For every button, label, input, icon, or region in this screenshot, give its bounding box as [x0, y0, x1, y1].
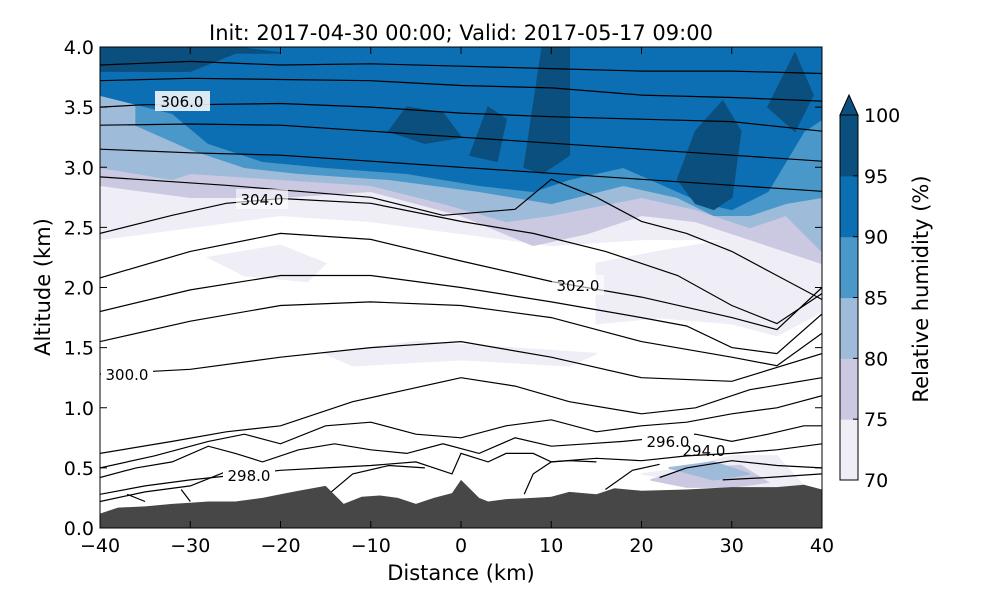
terrain [100, 479, 822, 528]
isentrope-line [100, 425, 822, 479]
y-tick-label: 2.0 [64, 278, 94, 300]
rh-region [468, 105, 507, 163]
y-tick-label: 3.0 [64, 157, 94, 179]
colorbar-tick-label: 75 [864, 409, 888, 431]
contour-label: 296.0 [647, 433, 690, 451]
contour-label: 298.0 [228, 467, 271, 485]
isentrope-line [722, 473, 822, 481]
isentrope-line [325, 464, 425, 498]
colorbar-extend-arrow [839, 93, 859, 116]
isentrope-line [100, 123, 822, 162]
rh-region [322, 340, 597, 367]
y-tick-label: 4.0 [64, 37, 94, 59]
colorbar-tick-label: 90 [864, 227, 888, 249]
contour-label: 302.0 [557, 277, 600, 295]
colorbar-segment [840, 358, 858, 420]
colorbar-segment [840, 297, 858, 359]
x-tick-label: −10 [351, 535, 391, 557]
x-tick-label: 30 [720, 535, 744, 557]
relative-humidity-field [100, 47, 822, 491]
colorbar-label: Relative humidity (%) [909, 175, 933, 402]
contour-label: 294.0 [683, 442, 726, 460]
x-tick-label: 0 [455, 535, 467, 557]
rh-region [100, 47, 822, 211]
y-tick-label: 3.5 [64, 97, 94, 119]
isentrope-line [605, 463, 660, 490]
colorbar-tick-label: 80 [864, 348, 888, 370]
y-tick-label: 0.0 [64, 518, 94, 540]
isentrope-line [100, 232, 822, 331]
isentrope-line [100, 301, 822, 367]
colorbar-segment [840, 115, 858, 177]
isentrope-line [100, 77, 822, 102]
chart-title: Init: 2017-04-30 00:00; Valid: 2017-05-1… [209, 21, 713, 45]
isentrope-line [100, 60, 822, 75]
isentrope-line [659, 460, 822, 479]
isentrope-line [126, 493, 146, 503]
contour-label: 300.0 [106, 366, 149, 384]
colorbar-tick-label: 95 [864, 166, 888, 188]
colorbar-segment [840, 419, 858, 481]
colorbar-tick-label: 85 [864, 288, 888, 310]
y-tick-label: 1.0 [64, 398, 94, 420]
x-axis-label: Distance (km) [387, 561, 535, 585]
isentrope-line [523, 460, 597, 495]
y-axis-label: Altitude (km) [31, 218, 55, 356]
rh-region [205, 244, 327, 283]
plot-area [100, 47, 822, 528]
x-tick-label: −20 [260, 535, 300, 557]
colorbar: 70 75 80 85 90 95 100 [839, 93, 900, 492]
isentrope-line [100, 467, 236, 503]
x-tick-label: 40 [810, 535, 834, 557]
x-tick-label: 10 [539, 535, 563, 557]
colorbar-segment [840, 175, 858, 238]
isentrope-line [100, 176, 822, 301]
x-axis: −40 −30 −20 −10 0 10 20 30 40 [80, 47, 834, 557]
isentrope-lines [100, 60, 822, 503]
isentrope-line [100, 274, 822, 355]
isentrope-line [100, 148, 822, 192]
contour-labels: 306.0 304.0 302.0 300.0 298.0 296.0 294.… [101, 91, 725, 485]
colorbar-tick-label: 70 [864, 470, 888, 492]
isentrope-line [180, 489, 191, 502]
isentrope-line [100, 197, 822, 325]
colorbar-segment [840, 236, 858, 299]
contour-label: 304.0 [241, 191, 284, 209]
rh-region [668, 461, 751, 481]
contour-label: 306.0 [161, 93, 204, 111]
isentrope-line [100, 377, 822, 454]
x-tick-label: −30 [170, 535, 210, 557]
colorbar-tick-label: 100 [864, 105, 900, 127]
isentrope-line [100, 340, 822, 382]
y-tick-label: 2.5 [64, 217, 94, 239]
x-tick-label: 20 [629, 535, 653, 557]
x-tick-label: −40 [80, 535, 120, 557]
y-axis: 0.0 0.5 1.0 1.5 2.0 2.5 3.0 3.5 4.0 [64, 37, 822, 540]
y-tick-label: 0.5 [64, 458, 94, 480]
isentrope-line [100, 395, 822, 469]
y-tick-label: 1.5 [64, 338, 94, 360]
